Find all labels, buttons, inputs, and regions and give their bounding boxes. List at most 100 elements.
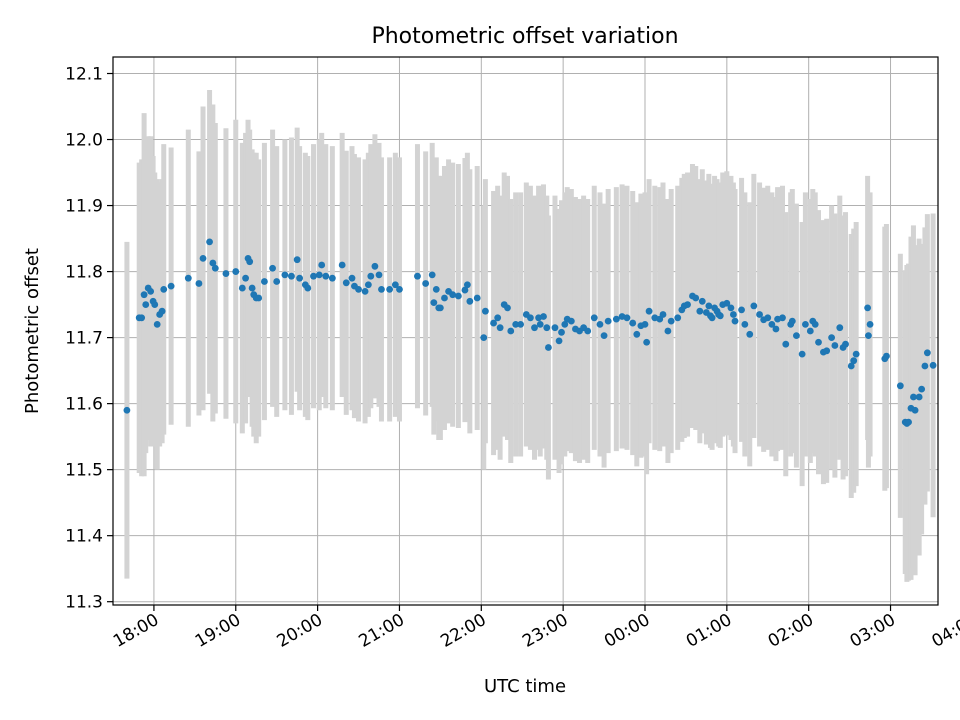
data-point <box>723 299 731 307</box>
data-point <box>158 307 166 315</box>
data-point <box>645 307 653 315</box>
data-point <box>248 284 256 292</box>
data-point <box>915 393 923 401</box>
data-point <box>590 314 598 322</box>
data-point <box>910 393 917 401</box>
data-point <box>779 314 786 322</box>
data-point <box>802 320 809 328</box>
x-tick-label: 23:00 <box>519 610 571 652</box>
data-point <box>461 286 469 294</box>
x-tick-label: 20:00 <box>274 610 326 652</box>
data-point <box>288 272 295 280</box>
data-point <box>793 332 800 340</box>
y-tick-label: 11.9 <box>65 197 103 217</box>
data-points <box>123 238 937 427</box>
data-point <box>304 284 312 292</box>
data-point <box>361 287 369 295</box>
data-point <box>612 315 620 323</box>
data-point <box>746 330 754 338</box>
data-point <box>911 406 919 414</box>
data-point <box>371 262 379 270</box>
data-point <box>527 314 534 322</box>
data-point <box>623 314 631 322</box>
data-point <box>815 338 822 346</box>
data-point <box>865 332 872 340</box>
data-point <box>823 347 831 355</box>
data-point <box>558 328 565 336</box>
data-point <box>531 324 538 332</box>
data-point <box>842 340 849 348</box>
data-point <box>604 317 612 325</box>
data-point <box>293 256 301 264</box>
data-point <box>831 342 839 349</box>
data-point <box>698 297 706 305</box>
data-point <box>561 320 569 328</box>
data-point <box>209 259 217 267</box>
data-point <box>261 278 268 285</box>
data-point <box>684 301 691 308</box>
data-point <box>555 337 563 345</box>
data-point <box>296 274 304 282</box>
data-point <box>828 334 836 342</box>
data-point <box>367 272 375 280</box>
data-point <box>480 334 488 342</box>
data-point <box>348 274 356 282</box>
data-point <box>643 338 651 346</box>
data-point <box>473 294 481 302</box>
x-tick-label: 00:00 <box>601 610 653 652</box>
data-point <box>255 294 263 302</box>
data-point <box>633 330 641 338</box>
data-point <box>798 350 806 358</box>
data-point <box>269 264 276 272</box>
data-point <box>242 274 249 282</box>
data-point <box>512 320 520 328</box>
data-point <box>543 324 551 332</box>
x-tick-label: 03:00 <box>847 610 899 652</box>
data-point <box>864 304 872 312</box>
y-tick-label: 11.7 <box>65 329 103 349</box>
data-point <box>481 307 489 315</box>
x-tick-label: 22:00 <box>437 610 489 652</box>
data-point <box>184 274 192 282</box>
y-tick-label: 11.3 <box>65 593 103 613</box>
data-point <box>246 258 254 266</box>
data-point <box>517 320 524 328</box>
data-point <box>496 324 504 332</box>
data-point <box>138 314 146 322</box>
data-point <box>342 279 350 287</box>
data-point <box>918 385 926 393</box>
data-point <box>741 320 749 328</box>
data-point <box>692 294 700 302</box>
data-point <box>160 286 168 293</box>
data-point <box>211 264 219 272</box>
data-point <box>430 299 438 307</box>
data-point <box>923 349 931 357</box>
data-point <box>705 302 713 310</box>
data-point <box>600 332 608 340</box>
y-tick-label: 12.1 <box>65 65 103 85</box>
data-point <box>140 291 148 299</box>
data-point <box>896 382 904 390</box>
data-point <box>310 272 317 280</box>
data-point <box>449 291 457 299</box>
data-point <box>584 327 592 335</box>
data-point <box>641 320 649 328</box>
data-point <box>866 320 874 328</box>
x-tick-label: 04:00 <box>928 610 960 652</box>
data-point <box>142 301 150 308</box>
data-point <box>806 327 814 335</box>
data-point <box>545 344 552 351</box>
data-point <box>504 304 511 312</box>
data-point <box>147 287 155 295</box>
data-point <box>338 261 346 269</box>
data-point <box>232 268 240 275</box>
data-point <box>696 307 704 315</box>
data-point <box>151 301 159 308</box>
error-bars <box>124 90 936 582</box>
x-axis: 18:00 19:00 20:00 21:00 22:00 23:00 00:00 01:00… <box>110 605 960 652</box>
data-point <box>386 286 394 293</box>
data-point <box>664 327 672 335</box>
data-point <box>318 261 326 269</box>
data-point <box>436 304 444 312</box>
data-point <box>328 274 336 282</box>
